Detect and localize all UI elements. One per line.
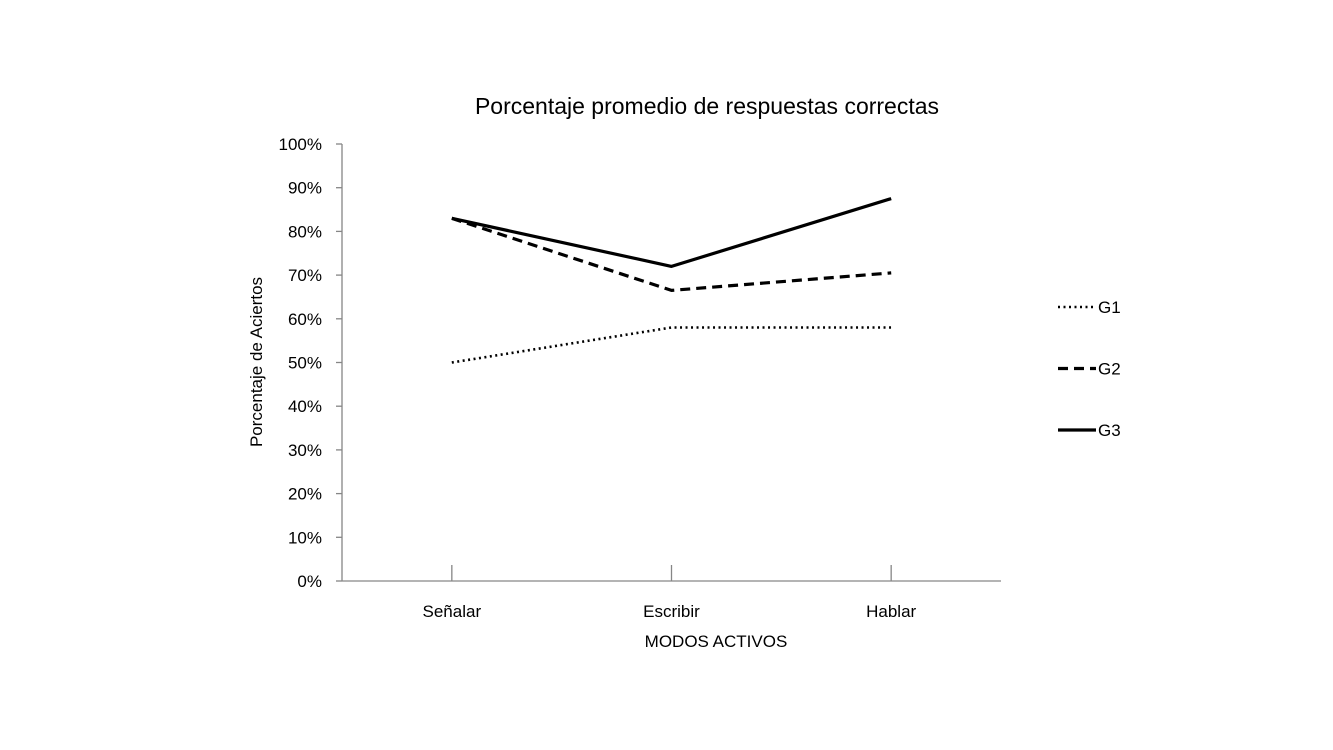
y-tick-label: 30% (288, 441, 322, 460)
y-axis-title: Porcentaje de Aciertos (247, 277, 266, 447)
series-line-g3 (451, 197, 892, 268)
series-line-g1 (451, 326, 892, 364)
x-tick-label: Hablar (866, 602, 916, 621)
y-tick-label: 100% (279, 135, 322, 154)
y-tick-label: 50% (288, 354, 322, 373)
y-tick-label: 80% (288, 222, 322, 241)
x-axis: Señalar Escribir Hablar (342, 565, 1001, 621)
legend-label-g1: G1 (1098, 298, 1121, 317)
series-line-g2 (451, 216, 892, 292)
legend-label-g3: G3 (1098, 421, 1121, 440)
y-tick-label: 20% (288, 485, 322, 504)
y-tick-label: 60% (288, 310, 322, 329)
x-axis-title: MODOS ACTIVOS (645, 632, 788, 651)
chart-title: Porcentaje promedio de respuestas correc… (475, 93, 939, 119)
plot-series (451, 197, 892, 364)
y-tick-label: 0% (297, 572, 322, 591)
legend-label-g2: G2 (1098, 360, 1121, 379)
x-tick-label: Escribir (643, 602, 700, 621)
x-tick-label: Señalar (423, 602, 482, 621)
y-tick-label: 70% (288, 266, 322, 285)
y-tick-label: 10% (288, 528, 322, 547)
y-tick-label: 40% (288, 397, 322, 416)
y-axis: 0% 10% 20% 30% 40% 50% 60% 70% 80% 90% 100% (279, 135, 343, 591)
y-tick-label: 90% (288, 179, 322, 198)
legend: G1 G2 G3 (1058, 298, 1121, 440)
